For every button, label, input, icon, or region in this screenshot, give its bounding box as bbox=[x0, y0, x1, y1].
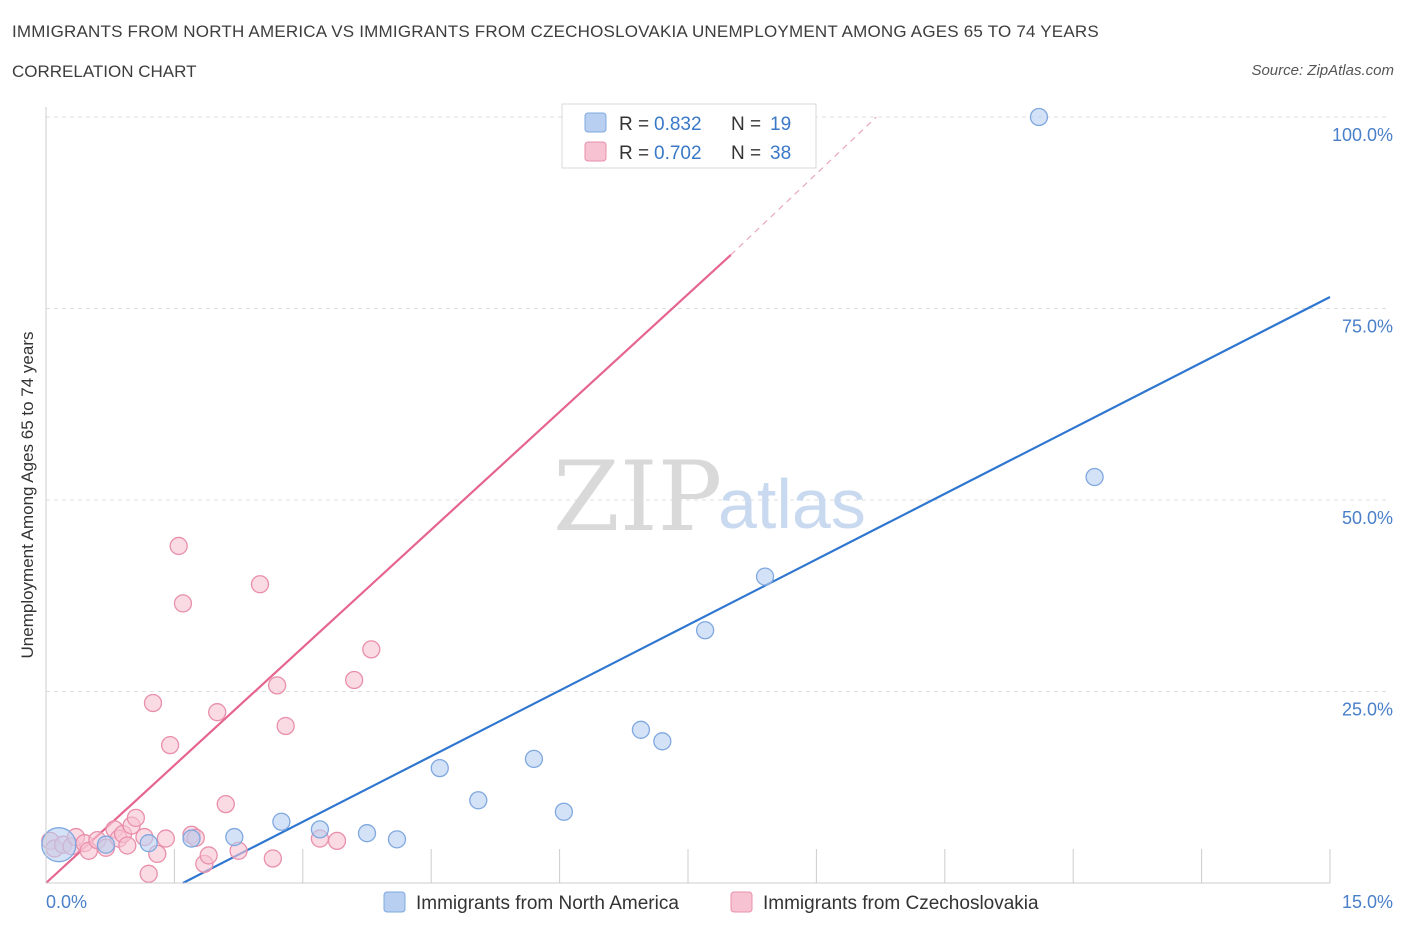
data-point-north-america bbox=[755, 567, 775, 586]
legend-swatch-north-america bbox=[584, 112, 607, 133]
y-tick-label: 75.0% bbox=[1342, 317, 1393, 337]
data-point-north-america bbox=[139, 834, 158, 853]
data-point-czechoslovakia bbox=[143, 693, 163, 713]
source-label: Source: ZipAtlas.com bbox=[1251, 62, 1394, 79]
legend-r-value-1: 0.832 bbox=[654, 114, 702, 135]
series-legend-swatch-north-america bbox=[383, 891, 406, 913]
data-point-north-america bbox=[225, 827, 244, 847]
data-point-czechoslovakia bbox=[160, 735, 180, 755]
series-legend-swatch-czechoslovakia bbox=[730, 891, 753, 913]
data-point-north-america bbox=[631, 720, 651, 739]
axis-layer: 25.0% 50.0% 75.0% 100.0% 0.0% 15.0% bbox=[45, 107, 1393, 912]
data-point-czechoslovakia bbox=[263, 849, 282, 868]
legend-n-label-1: N = bbox=[731, 114, 761, 135]
data-point-north-america bbox=[554, 802, 574, 821]
grid-layer bbox=[46, 116, 1390, 692]
data-point-north-america bbox=[272, 812, 291, 831]
legend-r-value-2: 0.702 bbox=[654, 143, 702, 164]
x-tick-label-min: 0.0% bbox=[46, 892, 87, 912]
data-point-czechoslovakia bbox=[173, 594, 193, 613]
data-point-czechoslovakia bbox=[276, 716, 295, 736]
watermark: ZIP atlas bbox=[553, 441, 866, 553]
data-point-czechoslovakia bbox=[199, 846, 218, 865]
data-point-north-america bbox=[653, 732, 672, 751]
data-point-czechoslovakia bbox=[169, 536, 188, 556]
data-point-czechoslovakia bbox=[250, 575, 270, 594]
series-legend-label-czechoslovakia: Immigrants from Czechoslovakia bbox=[763, 893, 1039, 914]
legend-r-label-1: R = bbox=[619, 114, 649, 135]
y-tick-label: 100.0% bbox=[1332, 125, 1393, 145]
chart-subtitle: CORRELATION CHART bbox=[12, 62, 197, 81]
y-tick-label: 25.0% bbox=[1342, 700, 1393, 720]
data-point-north-america bbox=[469, 791, 488, 810]
legend-r-label-2: R = bbox=[619, 143, 649, 164]
y-axis-label: Unemployment Among Ages 65 to 74 years bbox=[18, 332, 37, 659]
data-point-north-america bbox=[96, 835, 116, 854]
trend-extension-czechoslovakia bbox=[730, 116, 877, 256]
data-point-north-america bbox=[41, 827, 77, 863]
data-point-north-america bbox=[430, 758, 449, 778]
data-point-north-america bbox=[182, 829, 201, 848]
data-point-czechoslovakia bbox=[118, 836, 137, 855]
data-point-czechoslovakia bbox=[139, 864, 158, 883]
trend-layer bbox=[45, 116, 1331, 884]
x-tick-label-max: 15.0% bbox=[1342, 892, 1393, 912]
legend-n-value-2: 38 bbox=[770, 143, 791, 164]
data-point-north-america bbox=[1029, 107, 1049, 127]
data-point-czechoslovakia bbox=[362, 640, 381, 659]
data-point-north-america bbox=[387, 830, 407, 849]
data-point-north-america bbox=[695, 621, 715, 640]
data-point-north-america bbox=[1085, 467, 1104, 487]
legend-n-value-1: 19 bbox=[770, 114, 791, 135]
data-point-czechoslovakia bbox=[327, 831, 347, 851]
watermark-zip: ZIP bbox=[553, 441, 722, 553]
correlation-legend: R = 0.832 N = 19 R = 0.702 N = 38 bbox=[561, 103, 817, 169]
data-point-czechoslovakia bbox=[126, 808, 146, 828]
legend-n-label-2: N = bbox=[731, 143, 761, 164]
data-point-north-america bbox=[524, 749, 544, 769]
trend-line-czechoslovakia bbox=[45, 254, 732, 884]
data-point-czechoslovakia bbox=[345, 670, 364, 690]
watermark-atlas: atlas bbox=[718, 465, 866, 543]
data-point-north-america bbox=[310, 820, 330, 839]
data-point-czechoslovakia bbox=[156, 829, 175, 848]
legend-swatch-czechoslovakia bbox=[584, 141, 607, 162]
series-legend-label-north-america: Immigrants from North America bbox=[416, 893, 679, 914]
data-point-north-america bbox=[357, 824, 377, 843]
data-point-czechoslovakia bbox=[267, 676, 287, 695]
chart-title: IMMIGRANTS FROM NORTH AMERICA VS IMMIGRA… bbox=[12, 22, 1099, 41]
trend-line-north-america bbox=[182, 296, 1331, 884]
y-tick-label: 50.0% bbox=[1342, 508, 1393, 528]
data-point-czechoslovakia bbox=[216, 794, 235, 814]
series-legend: Immigrants from North America Immigrants… bbox=[383, 891, 1039, 914]
data-point-czechoslovakia bbox=[208, 703, 227, 722]
